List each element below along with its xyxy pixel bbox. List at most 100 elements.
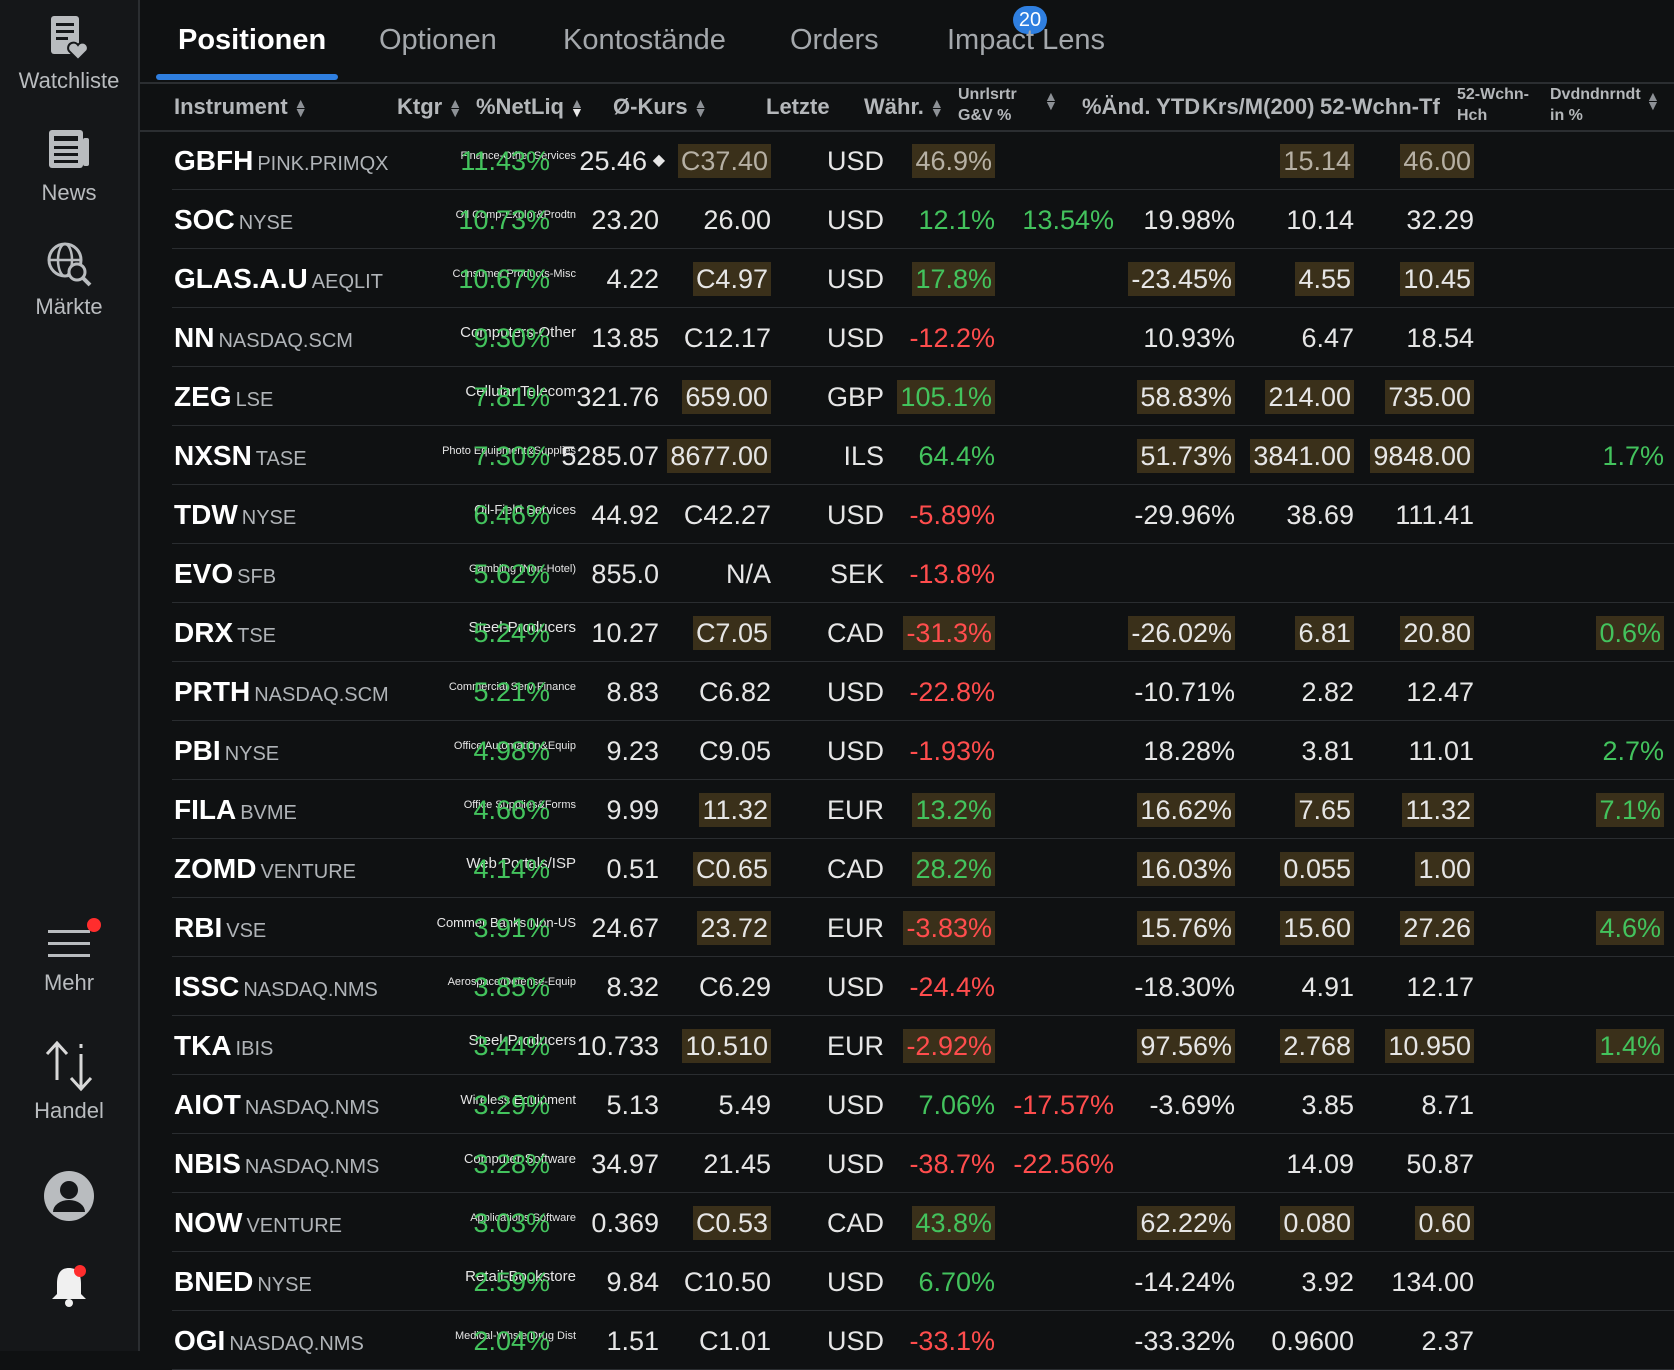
table-row[interactable]: OGI NASDAQ.NMS Medical-Whsle Drug Dist 2.04… <box>172 1311 1674 1370</box>
instrument-cell[interactable]: PRTH NASDAQ.SCM <box>174 675 389 709</box>
nav-markets[interactable]: Märkte <box>0 240 138 320</box>
netliq-cell: 4.14% <box>473 854 550 884</box>
symbol: PBI <box>174 735 221 766</box>
table-row[interactable]: PRTH NASDAQ.SCM Commercial Serv-Finance 5.2… <box>172 662 1674 721</box>
table-row[interactable]: TDW NYSE Oil-Field Services 6.46% 44.92 C42.2… <box>172 485 1674 544</box>
instrument-cell[interactable]: PBI NYSE <box>174 734 279 768</box>
col-header-52w-high[interactable]: 52-Wchn- Hch <box>1457 86 1529 124</box>
instrument-cell[interactable]: AIOT NASDAQ.NMS <box>174 1088 379 1122</box>
table-row[interactable]: NXSN TASE Photo Equipment&Supplies 7.30% 528… <box>172 426 1674 485</box>
instrument-cell[interactable]: GLAS.A.U AEQLIT <box>174 262 383 296</box>
col-header-dividend-yield[interactable]: Dvdndnrndt in % <box>1550 86 1641 124</box>
last-cell: N/A <box>725 559 771 589</box>
instrument-cell[interactable]: FILA BVME <box>174 793 297 827</box>
curr-cell: USD <box>826 736 884 766</box>
nav-news[interactable]: News <box>0 126 138 206</box>
instrument-cell[interactable]: NN NASDAQ.SCM <box>174 321 353 355</box>
col-header-avg-price[interactable]: Ø-Kurs ▲ ▼ <box>613 94 708 121</box>
low-cell: 214.00 <box>1265 380 1354 414</box>
last-cell: C1.01 <box>698 1326 771 1356</box>
instrument-cell[interactable]: SOC NYSE <box>174 203 293 237</box>
table-row[interactable]: BNED NYSE Retail-Bookstore 2.59% 9.84 C10.50 U… <box>172 1252 1674 1311</box>
instrument-cell[interactable]: BNED NYSE <box>174 1265 312 1299</box>
table-row[interactable]: RBI VSE Commer Banks Non-US 3.91% 24.67 23.72… <box>172 898 1674 957</box>
table-row[interactable]: ISSC NASDAQ.NMS Aerospace/Defense-Equip 3.8… <box>172 957 1674 1016</box>
ma200-cell: 62.22% <box>1137 1206 1235 1240</box>
category: Gambling (Non-Hotel) <box>469 563 576 575</box>
curr-cell: USD <box>826 677 884 707</box>
tab-optionen[interactable]: Optionen <box>379 24 497 56</box>
nav-trade[interactable]: Handel <box>0 1040 138 1124</box>
table-row[interactable]: DRX TSE Steel-Producers 5.24% 10.27 C7.05 CAD -… <box>172 603 1674 662</box>
notifications-button[interactable] <box>0 1262 138 1314</box>
high-cell: 0.60 <box>1415 1206 1474 1240</box>
instrument-cell[interactable]: TKA IBIS <box>174 1029 273 1063</box>
pnl-cell: 7.06% <box>918 1090 995 1120</box>
pnl-cell: -31.3% <box>903 616 995 650</box>
tab-kontostaende[interactable]: Kontostände <box>563 24 726 56</box>
high-cell: 46.00 <box>1400 144 1474 178</box>
tab-positionen[interactable]: Positionen <box>178 24 327 56</box>
instrument-cell[interactable]: NBIS NASDAQ.NMS <box>174 1147 379 1181</box>
col-header-ktgr[interactable]: Ktgr ▲ ▼ <box>397 94 463 121</box>
symbol: PRTH <box>174 676 251 707</box>
col-header-instrument[interactable]: Instrument ▲ ▼ <box>174 94 308 121</box>
pnl-cell: -5.89% <box>909 500 995 530</box>
table-row[interactable]: NBIS NASDAQ.NMS Computer Software 3.28% 34.9… <box>172 1134 1674 1193</box>
table-row[interactable]: FILA BVME Office Supplies&Forms 4.66% 9.99 11… <box>172 780 1674 839</box>
instrument-cell[interactable]: ZOMD VENTURE <box>174 852 356 886</box>
last-cell: 21.45 <box>703 1149 771 1179</box>
high-cell: 11.32 <box>1402 793 1474 827</box>
table-row[interactable]: GBFH PINK.PRIMQX Finance-Other Services 11.… <box>172 131 1674 190</box>
instrument-cell[interactable]: TDW NYSE <box>174 498 296 532</box>
col-header-unrealized-pnl[interactable]: Unrlsrtr G&V % <box>958 86 1017 124</box>
curr-cell: USD <box>826 500 884 530</box>
instrument-cell[interactable]: ISSC NASDAQ.NMS <box>174 970 378 1004</box>
category: Computers-Other <box>460 324 576 341</box>
account-button[interactable] <box>0 1170 138 1228</box>
last-cell: C0.53 <box>692 1206 771 1240</box>
table-row[interactable]: ZEG LSE Cellular Telecom 7.81% 321.76 659.00 G… <box>172 367 1674 426</box>
table-row[interactable]: EVO SFB Gambling (Non-Hotel) 5.62% 855.0 N/A S… <box>172 544 1674 603</box>
col-header-52w-low[interactable]: 52-Wchn-Tf <box>1320 94 1440 119</box>
symbol: GBFH <box>174 145 254 176</box>
menu-icon <box>48 930 90 957</box>
category: Oil Comp-Explor&Prodtn <box>455 209 576 221</box>
instrument-cell[interactable]: OGI NASDAQ.NMS <box>174 1324 364 1358</box>
avg-cell: 25.46 <box>579 146 647 176</box>
instrument-cell[interactable]: NOW VENTURE <box>174 1206 342 1240</box>
nav-watchlist[interactable]: Watchliste <box>0 14 138 94</box>
notification-dot <box>87 918 101 932</box>
col-header-ytd[interactable]: %Änd. YTD <box>1082 94 1201 119</box>
last-cell: 8677.00 <box>667 439 771 473</box>
instrument-cell[interactable]: EVO SFB <box>174 557 276 591</box>
tab-orders[interactable]: Orders <box>790 24 879 56</box>
instrument-cell[interactable]: GBFH PINK.PRIMQX <box>174 144 388 178</box>
table-row[interactable]: TKA IBIS Steel-Producers 3.44% 10.733 10.510 E… <box>172 1016 1674 1075</box>
table-row[interactable]: NOW VENTURE Applications Software 3.03% 0.36… <box>172 1193 1674 1252</box>
table-row[interactable]: ZOMD VENTURE Web Portals/ISP 4.14% 0.51 C0.65… <box>172 839 1674 898</box>
symbol: TKA <box>174 1030 232 1061</box>
col-header-last[interactable]: Letzte <box>766 94 830 119</box>
table-row[interactable]: GLAS.A.U AEQLIT Consumer Products-Misc 10.6… <box>172 249 1674 308</box>
sort-icon[interactable]: ▲ ▼ <box>1044 88 1058 113</box>
instrument-cell[interactable]: ZEG LSE <box>174 380 273 414</box>
instrument-cell[interactable]: NXSN TASE <box>174 439 307 473</box>
sort-icon[interactable]: ▲ ▼ <box>1646 88 1660 113</box>
instrument-cell[interactable]: RBI VSE <box>174 911 266 945</box>
category: Steel-Producers <box>468 1032 576 1049</box>
nav-more[interactable]: Mehr <box>0 924 138 996</box>
curr-cell: USD <box>826 205 884 235</box>
netliq-cell: 5.62% <box>473 559 550 589</box>
netliq-cell: 5.21% <box>473 677 550 707</box>
table-row[interactable]: SOC NYSE Oil Comp-Explor&Prodtn 10.73% 23.20… <box>172 190 1674 249</box>
col-header-ma200[interactable]: Krs/M(200) <box>1202 94 1315 119</box>
table-row[interactable]: AIOT NASDAQ.NMS Wireless Equipment 3.29% 5.1… <box>172 1075 1674 1134</box>
high-cell: 735.00 <box>1385 380 1474 414</box>
tab-impact-lens[interactable]: Impact Lens <box>947 24 1105 56</box>
table-row[interactable]: NN NASDAQ.SCM Computers-Other 9.30% 13.85 C12… <box>172 308 1674 367</box>
col-header-currency[interactable]: Währ. ▲ ▼ <box>864 94 944 121</box>
col-header-netliq[interactable]: %NetLiq ▲ ▼ <box>476 94 584 121</box>
instrument-cell[interactable]: DRX TSE <box>174 616 276 650</box>
table-row[interactable]: PBI NYSE Office Automation&Equip 4.98% 9.23 C… <box>172 721 1674 780</box>
